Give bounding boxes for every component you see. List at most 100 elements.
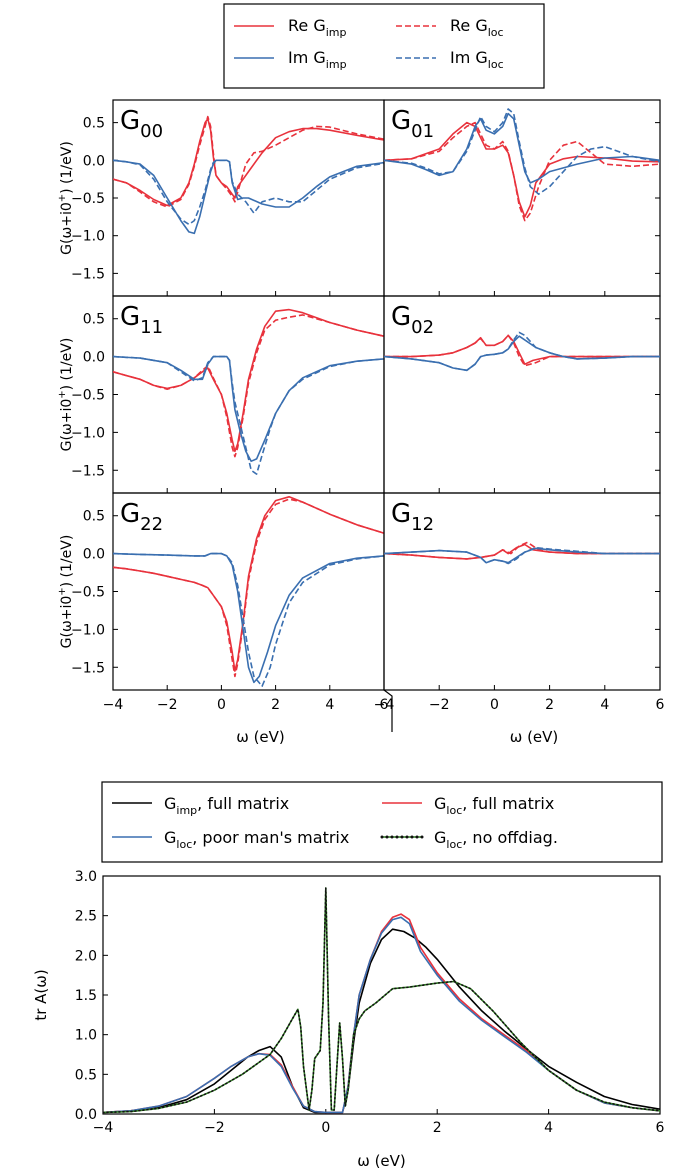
panel-g12: −4 −2 0 2 4 6 ω (eV) bbox=[374, 492, 665, 746]
series-line bbox=[384, 541, 660, 560]
series-line bbox=[103, 928, 660, 1114]
series-line bbox=[103, 887, 660, 1114]
x-tick-label: 0 bbox=[217, 697, 226, 713]
x-tick-label: −2 bbox=[157, 697, 178, 713]
y-tick-label: 0.0 bbox=[83, 547, 105, 563]
panel-label: G00 bbox=[120, 106, 163, 142]
x-tick-label: 2 bbox=[433, 1120, 442, 1136]
x-tick-label: −4 bbox=[93, 1120, 114, 1136]
x-tick-label: 4 bbox=[600, 697, 609, 713]
x-tick-label: 6 bbox=[656, 697, 665, 713]
y-tick-label: 0.5 bbox=[83, 312, 105, 328]
series-markers bbox=[103, 887, 660, 1114]
y-tick-label: 0.0 bbox=[83, 350, 105, 366]
x-tick-label: 0 bbox=[321, 1120, 330, 1136]
panel-label: G02 bbox=[391, 302, 434, 338]
x-tick-label: −2 bbox=[204, 1120, 225, 1136]
y-tick-label: 0.5 bbox=[75, 1067, 97, 1083]
series-line bbox=[113, 115, 384, 208]
series-line bbox=[113, 314, 384, 458]
series-line bbox=[113, 498, 384, 678]
series-line bbox=[384, 335, 660, 372]
series-line bbox=[384, 334, 660, 367]
y-axis-label: G(ω+i0+) (1/eV) bbox=[57, 141, 75, 255]
y-tick-label: −0.5 bbox=[71, 191, 105, 207]
y-tick-label: −1.5 bbox=[71, 463, 105, 479]
panel-frame bbox=[102, 875, 661, 1115]
series-line bbox=[103, 916, 660, 1114]
y-axis-label: tr A(ω) bbox=[32, 969, 50, 1020]
y-tick-label: 2.5 bbox=[75, 909, 97, 925]
legend-label: Gloc, poor man's matrix bbox=[164, 828, 349, 851]
x-tick-label: 6 bbox=[656, 1120, 665, 1136]
y-tick-label: −1.5 bbox=[71, 660, 105, 676]
y-tick-label: 2.0 bbox=[75, 948, 97, 964]
series-line bbox=[384, 121, 660, 222]
series-line bbox=[384, 331, 660, 372]
y-axis-label: G(ω+i0+) (1/eV) bbox=[57, 535, 75, 649]
x-tick-label: 4 bbox=[544, 1120, 553, 1136]
x-axis-label: ω (eV) bbox=[236, 728, 285, 746]
x-tick-label: −4 bbox=[374, 697, 395, 713]
x-axis-label: ω (eV) bbox=[510, 728, 559, 746]
legend-label: Re Gloc bbox=[450, 16, 504, 39]
panel-label: G01 bbox=[391, 106, 434, 142]
legend-box bbox=[223, 3, 545, 89]
panel-g01 bbox=[383, 99, 661, 297]
series-line bbox=[113, 552, 384, 688]
axis-break-mark bbox=[383, 689, 393, 732]
x-tick-label: 0 bbox=[490, 697, 499, 713]
x-tick-label: 4 bbox=[325, 697, 334, 713]
x-tick-label: 2 bbox=[271, 697, 280, 713]
panel-g00: 0.5 0.0 −0.5 −1.0 −1.5 bbox=[71, 99, 385, 297]
bottom-legend bbox=[101, 781, 663, 863]
panel-label: G12 bbox=[391, 499, 434, 535]
legend-marker bbox=[410, 835, 414, 839]
y-tick-label: −1.0 bbox=[71, 229, 105, 245]
y-tick-label: 0.0 bbox=[83, 153, 105, 169]
y-axis-label: G(ω+i0+) (1/eV) bbox=[57, 338, 75, 452]
y-tick-label: 1.0 bbox=[75, 1028, 97, 1044]
legend-marker bbox=[380, 835, 384, 839]
legend-marker bbox=[405, 835, 409, 839]
legend-label: Gloc, full matrix bbox=[434, 794, 554, 817]
y-tick-label: 3.0 bbox=[75, 869, 97, 885]
series-line bbox=[113, 355, 384, 475]
y-tick-label: 0.5 bbox=[83, 509, 105, 525]
top-legend bbox=[223, 3, 545, 89]
panel-g22: 0.5 0.0 −0.5 −1.0 −1.5 −4 −2 0 2 4 6 ω (eV) bbox=[71, 492, 389, 746]
legend-box bbox=[101, 781, 663, 863]
x-tick-label: −4 bbox=[103, 697, 124, 713]
x-tick-label: 2 bbox=[545, 697, 554, 713]
y-tick-label: 1.5 bbox=[75, 988, 97, 1004]
y-tick-label: −0.5 bbox=[71, 585, 105, 601]
legend-marker bbox=[400, 835, 404, 839]
legend-label: Gloc, no offdiag. bbox=[434, 828, 558, 851]
legend-label: Im Gloc bbox=[450, 48, 504, 71]
legend-label: Re Gimp bbox=[288, 16, 347, 39]
legend-marker bbox=[385, 835, 389, 839]
legend-marker bbox=[390, 835, 394, 839]
legend-marker bbox=[415, 835, 419, 839]
y-tick-label: −1.5 bbox=[71, 266, 105, 282]
y-tick-label: −0.5 bbox=[71, 388, 105, 404]
y-tick-label: −1.0 bbox=[71, 425, 105, 441]
series-line bbox=[384, 547, 660, 564]
series-line bbox=[113, 355, 384, 463]
legend-marker bbox=[420, 835, 424, 839]
legend-marker bbox=[395, 835, 399, 839]
y-tick-label: 0.0 bbox=[75, 1107, 97, 1123]
series-line bbox=[113, 118, 384, 207]
panel-label: G22 bbox=[120, 499, 163, 535]
panel-g11: 0.5 0.0 −0.5 −1.0 −1.5 bbox=[71, 295, 385, 494]
x-axis-label: ω (eV) bbox=[357, 1152, 406, 1170]
x-tick-label: −2 bbox=[429, 697, 450, 713]
y-tick-label: −1.0 bbox=[71, 622, 105, 638]
panel-spectral: 0.0 0.5 1.0 1.5 2.0 2.5 3.0 −4 −2 0 2 4 6 ω (eV) tr A(… bbox=[32, 869, 665, 1170]
legend-label: Im Gimp bbox=[288, 48, 347, 71]
y-tick-label: 0.5 bbox=[83, 116, 105, 132]
series-line bbox=[384, 108, 660, 195]
panel-label: G11 bbox=[120, 302, 163, 338]
legend-label: Gimp, full matrix bbox=[164, 794, 289, 817]
